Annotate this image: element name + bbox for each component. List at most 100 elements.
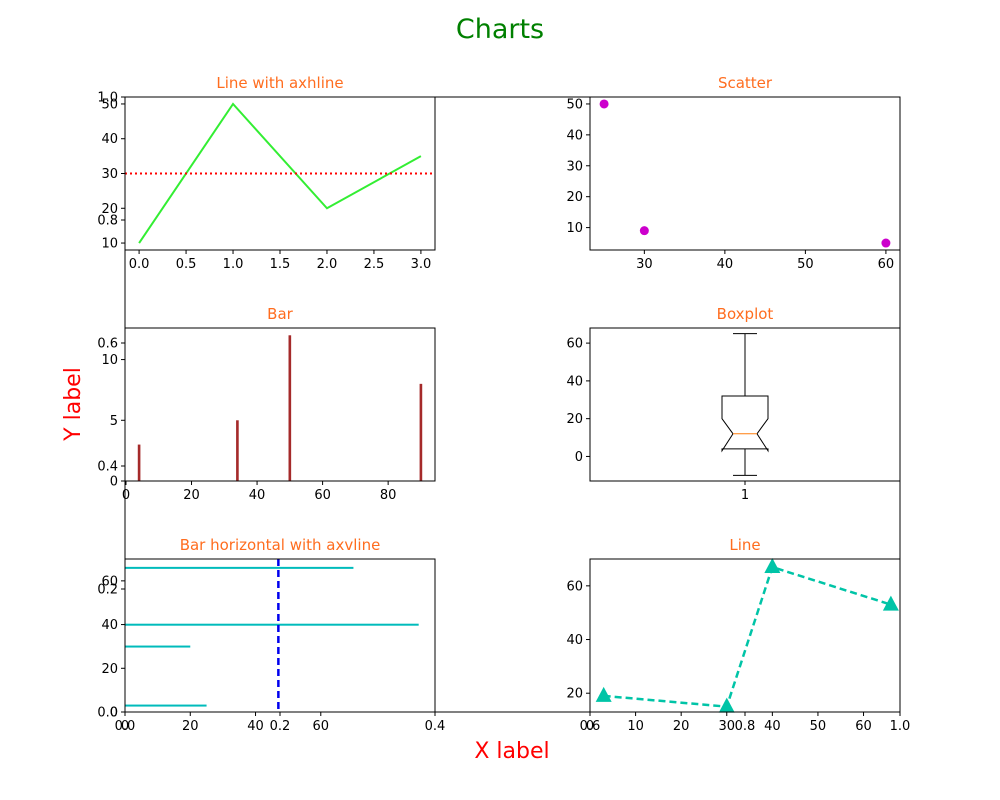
notched-box	[721, 395, 769, 453]
figure-xlabel: X label	[474, 739, 549, 764]
subplot-2: 30 40 50 60 10 20 30 40 50 Scatter	[566, 74, 901, 272]
y-tick-label: 60	[101, 574, 118, 589]
y-tick-label: 20	[101, 662, 118, 677]
triangle-marker	[595, 686, 612, 702]
background-x-tick-label: 0.2	[270, 719, 291, 734]
x-tick-label: 50	[797, 257, 814, 272]
subplot-title: Bar horizontal with axvline	[180, 536, 381, 554]
figure-ylabel: Y label	[61, 367, 86, 442]
y-tick-label: 40	[101, 132, 118, 147]
bar	[137, 444, 141, 481]
x-tick-label: 50	[810, 719, 827, 734]
subplot-6: 0 10 20 30 40 50 60 20 40 60 Line	[566, 536, 901, 734]
y-tick-label: 20	[101, 202, 118, 217]
subplot-marks	[125, 559, 419, 712]
background-y-tick-label: 0.0	[97, 706, 118, 721]
subplot-title: Line	[729, 536, 760, 554]
x-tick-label: 0	[586, 719, 594, 734]
horizontal-bar	[125, 566, 354, 569]
x-tick-label: 1	[741, 488, 749, 503]
x-tick-label: 60	[313, 719, 330, 734]
subplot-face	[590, 559, 900, 712]
x-tick-label: 0.0	[129, 257, 150, 272]
y-tick-label: 0	[110, 475, 118, 490]
y-tick-label: 0	[575, 450, 583, 465]
horizontal-bar	[125, 704, 207, 707]
bar	[236, 420, 239, 481]
y-tick-label: 50	[566, 97, 583, 112]
bar	[288, 335, 292, 481]
bar	[419, 383, 423, 481]
background-x-tick-label: 0.6	[580, 719, 601, 734]
horizontal-bar	[125, 623, 419, 626]
x-tick-label: 10	[627, 719, 644, 734]
x-tick-label: 40	[717, 257, 734, 272]
background-y-tick-label: 0.8	[97, 214, 118, 229]
background-x-tick-label: 0.8	[735, 719, 756, 734]
subplot-marks	[599, 99, 891, 248]
y-tick-label: 20	[566, 687, 583, 702]
subplot-face	[125, 559, 435, 712]
subplot-marks	[721, 333, 769, 476]
background-axes: 0.0 0.2 0.4 0.6 0.8 1.0 0.0 0.2 0.4 0.6 0.8 1.0	[97, 91, 910, 735]
y-tick-label: 0	[110, 706, 118, 721]
y-tick-label: 10	[566, 221, 583, 236]
subplot-4: 1 0 20 40 60 Boxplot	[566, 305, 901, 503]
y-tick-label: 30	[101, 167, 118, 182]
background-x-tick-label: 1.0	[890, 719, 911, 734]
subplot-marks	[125, 102, 435, 244]
background-y-tick-label: 0.4	[97, 460, 118, 475]
subplot-1: 0.0 0.5 1.0 1.5 2.0 2.5 3.0 10 20 30 40 50 Line with…	[101, 74, 436, 272]
triangle-marker	[882, 595, 899, 611]
x-tick-label: 30	[636, 257, 653, 272]
x-tick-label: 60	[855, 719, 872, 734]
x-tick-label: 1.5	[270, 257, 291, 272]
y-tick-label: 10	[101, 237, 118, 252]
y-tick-label: 50	[101, 97, 118, 112]
subplot-face	[590, 97, 900, 250]
subplot-title: Line with axhline	[216, 74, 343, 92]
x-tick-label: 20	[673, 719, 690, 734]
x-tick-label: 3.0	[411, 257, 432, 272]
subplot-frame	[124, 327, 436, 482]
line-series	[603, 565, 892, 708]
scatter-point	[639, 226, 649, 236]
x-tick-label: 2.5	[364, 257, 385, 272]
x-tick-label: 80	[380, 488, 397, 503]
background-x-tick-label: 0.0	[115, 719, 136, 734]
x-tick-label: 40	[764, 719, 781, 734]
subplot-frame	[124, 558, 436, 713]
y-tick-label: 20	[566, 412, 583, 427]
y-tick-label: 40	[101, 618, 118, 633]
triangle-marker	[718, 697, 735, 713]
y-tick-label: 60	[566, 337, 583, 352]
y-tick-label: 40	[566, 128, 583, 143]
x-tick-label: 1.0	[223, 257, 244, 272]
horizontal-bar	[125, 645, 191, 648]
subplot-face	[125, 328, 435, 481]
x-tick-label: 60	[314, 488, 331, 503]
subplot-3: 0 20 40 60 80 0 5 10 Bar	[101, 305, 436, 503]
y-tick-label: 40	[566, 374, 583, 389]
x-tick-label: 40	[249, 488, 266, 503]
scatter-point	[881, 238, 891, 248]
y-tick-label: 5	[110, 414, 118, 429]
triangle-marker	[764, 558, 781, 574]
x-tick-label: 0.5	[176, 257, 197, 272]
x-tick-label: 2.0	[317, 257, 338, 272]
x-tick-label: 40	[247, 719, 264, 734]
background-x-tick-label: 0.4	[425, 719, 446, 734]
subplot-title: Scatter	[718, 74, 773, 92]
background-y-tick-label: 1.0	[97, 91, 118, 106]
subplot-title: Bar	[267, 305, 293, 323]
x-tick-label: 20	[182, 719, 199, 734]
background-y-tick-label: 0.2	[97, 583, 118, 598]
x-tick-label: 0	[122, 488, 130, 503]
x-tick-label: 0	[121, 719, 129, 734]
background-y-tick-label: 0.6	[97, 337, 118, 352]
y-tick-label: 40	[566, 633, 583, 648]
scatter-point	[599, 99, 609, 109]
subplot-5: 0 20 40 60 0 20 40 60 Bar horizontal with axvlin…	[101, 536, 436, 734]
